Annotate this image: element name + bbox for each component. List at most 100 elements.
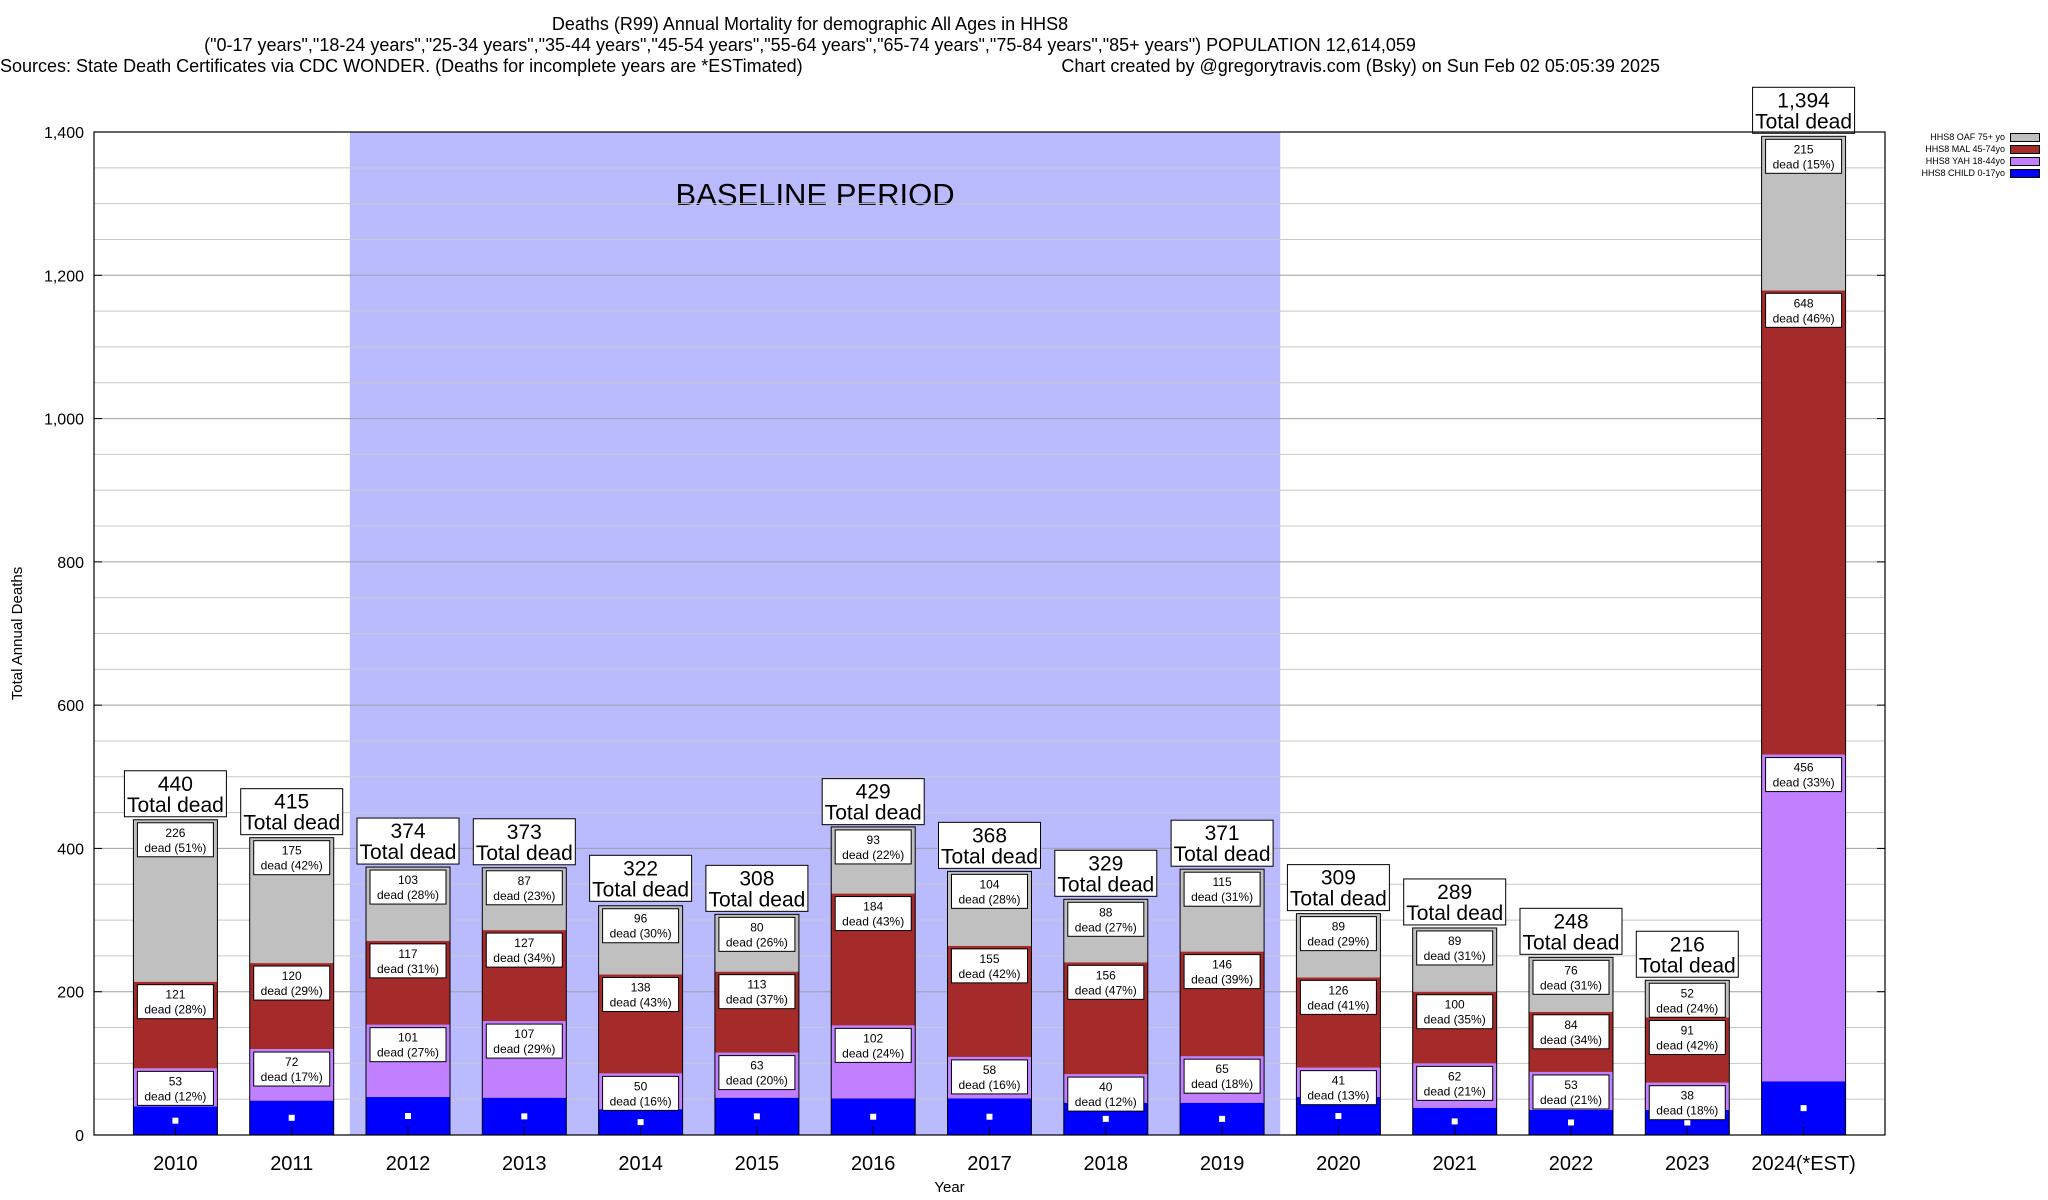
segment-label-box	[602, 1075, 680, 1111]
total-label-value: 308	[739, 867, 774, 890]
child-marker	[1800, 1105, 1807, 1112]
x-tick-label: 2014	[618, 1153, 663, 1175]
total-label-value: 429	[856, 781, 891, 804]
segment-label-pct: dead (23%)	[493, 889, 555, 903]
segment-label-pct: dead (24%)	[1656, 1001, 1718, 1015]
segment-label-box	[1067, 1076, 1145, 1112]
segment-label-box	[718, 974, 796, 1010]
segment-label-pct: dead (13%)	[1307, 1089, 1369, 1103]
segment-label-pct: dead (39%)	[1191, 973, 1253, 987]
x-tick-label: 2024(*EST)	[1751, 1153, 1856, 1175]
segment-label-value: 226	[165, 826, 185, 840]
segment-label-value: 104	[979, 877, 999, 891]
total-label-box	[938, 821, 1041, 869]
x-tick-label: 2021	[1432, 1153, 1477, 1175]
total-label-box	[1519, 907, 1623, 955]
segment-label-pct: dead (43%)	[842, 915, 904, 929]
x-tick-label: 2011	[270, 1153, 313, 1175]
segment-label-box	[1532, 1014, 1610, 1050]
total-label-box	[356, 817, 460, 865]
segment-label-pct: dead (22%)	[842, 848, 904, 862]
segment-label-box	[1067, 901, 1145, 937]
legend-item-oaf: HHS8 OAF 75+ yo	[1880, 131, 2040, 143]
segment-label-value: 107	[514, 1027, 534, 1041]
total-label-text: Total dead	[1406, 902, 1503, 925]
total-label-value: 1,394	[1777, 89, 1830, 112]
total-label-box	[1286, 864, 1390, 912]
x-tick-label: 2023	[1665, 1153, 1710, 1175]
segment-label-pct: dead (15%)	[1773, 157, 1835, 171]
x-tick-label: 2013	[502, 1153, 547, 1175]
segment-label-box	[369, 869, 447, 905]
segment-label-pct: dead (35%)	[1424, 1013, 1486, 1027]
segment-label-pct: dead (16%)	[958, 1078, 1020, 1092]
segment-label-value: 89	[1332, 920, 1346, 934]
child-marker	[1219, 1115, 1226, 1122]
segment-label-value: 126	[1328, 983, 1348, 997]
segment-label-pct: dead (26%)	[726, 935, 788, 949]
segment-label-box	[253, 1051, 331, 1087]
total-label-value: 322	[623, 857, 658, 880]
segment-label-pct: dead (43%)	[610, 996, 672, 1010]
plot-frame	[93, 131, 1886, 1136]
segment-label-box	[951, 948, 1028, 984]
total-label-text: Total dead	[1639, 954, 1736, 977]
segment-label-value: 89	[1448, 934, 1462, 948]
segment-label-pct: dead (46%)	[1773, 311, 1835, 325]
x-tick-label: 2020	[1316, 1153, 1361, 1175]
segment-label-value: 87	[518, 874, 532, 888]
total-label-text: Total dead	[1174, 843, 1271, 866]
segment-label-pct: dead (28%)	[377, 888, 439, 902]
segment-label-pct: dead (31%)	[1424, 949, 1486, 963]
total-label-text: Total dead	[592, 878, 689, 901]
chart-sources: Sources: State Death Certificates via CD…	[0, 56, 803, 76]
x-tick-label: 2018	[1084, 1153, 1129, 1175]
segment-label-box	[1532, 959, 1610, 995]
y-tick-label: 800	[57, 555, 84, 572]
segment-label-box	[1299, 916, 1377, 952]
segment-label-box	[485, 870, 563, 906]
child-marker	[1567, 1119, 1574, 1126]
segment-label-pct: dead (20%)	[726, 1074, 788, 1088]
total-label-value: 373	[507, 821, 542, 844]
child-marker	[870, 1113, 877, 1120]
segment-label-value: 91	[1681, 1024, 1695, 1038]
segment-label-box	[1765, 292, 1843, 328]
child-marker	[521, 1113, 528, 1120]
segment-label-value: 65	[1215, 1062, 1229, 1076]
segment-label-box	[834, 829, 912, 865]
segment-label-box	[1067, 964, 1145, 1000]
total-label-box	[705, 864, 809, 912]
segment-label-value: 648	[1794, 296, 1814, 310]
total-label-box	[821, 778, 925, 826]
segment-label-value: 127	[514, 936, 534, 950]
total-label-box	[1752, 86, 1856, 134]
total-label-value: 216	[1670, 933, 1705, 956]
y-tick-label: 600	[57, 698, 84, 715]
segment-label-pct: dead (30%)	[610, 927, 672, 941]
segment-label-value: 38	[1681, 1089, 1695, 1103]
bar-segment	[1761, 754, 1846, 1082]
x-tick-label: 2016	[851, 1153, 896, 1175]
segment-label-box	[1299, 1070, 1377, 1106]
segment-label-box	[485, 1023, 563, 1059]
total-label-text: Total dead	[1755, 110, 1852, 133]
segment-label-value: 53	[169, 1074, 183, 1088]
total-label-value: 248	[1553, 910, 1588, 933]
segment-label-value: 117	[398, 947, 417, 961]
segment-label-value: 456	[1794, 761, 1814, 775]
segment-label-box	[136, 984, 214, 1020]
segment-label-pct: dead (42%)	[958, 967, 1020, 981]
segment-label-pct: dead (29%)	[493, 1042, 555, 1056]
segment-label-value: 121	[165, 988, 185, 1002]
segment-label-box	[602, 908, 680, 944]
total-label-value: 289	[1437, 881, 1472, 904]
chart-credit: Chart created by @gregorytravis.com (Bsk…	[1061, 56, 1660, 76]
segment-label-pct: dead (31%)	[1540, 978, 1602, 992]
segment-label-pct: dead (29%)	[1307, 935, 1369, 949]
total-label-text: Total dead	[243, 812, 340, 835]
chart-titles: Deaths (R99) Annual Mortality for demogr…	[0, 14, 1660, 77]
bar-segment	[1761, 290, 1846, 755]
segment-label-box	[1648, 1020, 1726, 1056]
segment-label-value: 80	[750, 920, 764, 934]
